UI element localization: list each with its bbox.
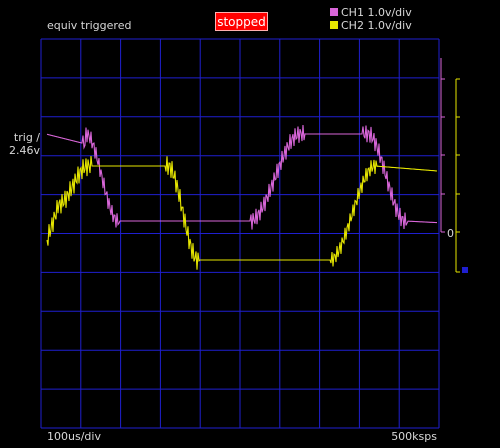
- ch1-trace: [46, 124, 437, 230]
- trigger-mode-label: equiv triggered: [47, 19, 132, 32]
- trigger-level-label[interactable]: trig / 2.46v: [6, 131, 40, 157]
- ch1-color-swatch: [330, 8, 338, 16]
- ch1-legend[interactable]: CH1 1.0v/div: [330, 6, 412, 19]
- ch2-legend-label: CH2 1.0v/div: [341, 19, 412, 32]
- ch2-trace: [46, 155, 438, 270]
- sample-rate-label: 500ksps: [391, 430, 437, 443]
- scope-grid: [40, 38, 440, 429]
- run-status-button[interactable]: stopped: [215, 12, 268, 31]
- ch2-color-swatch: [330, 21, 338, 29]
- ch2-legend[interactable]: CH2 1.0v/div: [330, 19, 412, 32]
- right-axis-markers: [440, 58, 468, 273]
- timebase-label[interactable]: 100us/div: [47, 430, 101, 443]
- trigger-slope-text: trig /: [13, 131, 40, 144]
- ch2-offset-marker[interactable]: [462, 267, 468, 273]
- trigger-level-value: 2.46v: [8, 144, 40, 157]
- ch2-zero-label: 0: [447, 227, 454, 240]
- ch1-legend-label: CH1 1.0v/div: [341, 6, 412, 19]
